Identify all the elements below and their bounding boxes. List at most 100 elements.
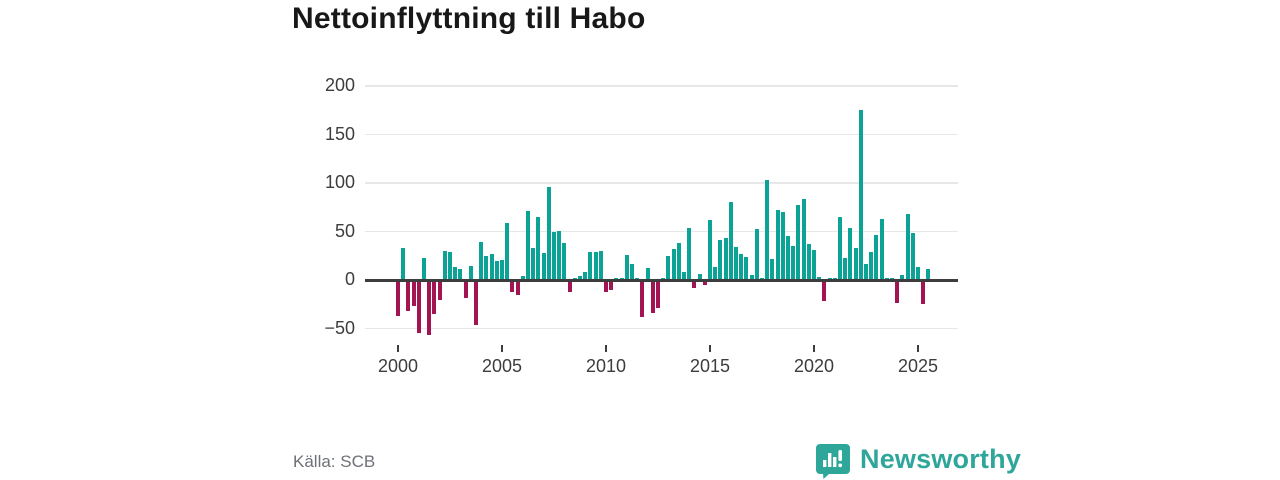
bar	[422, 257, 427, 280]
bar	[442, 250, 447, 280]
bar	[583, 272, 588, 280]
bar	[645, 268, 650, 280]
bar	[739, 253, 744, 280]
bar	[765, 180, 770, 280]
bar	[723, 238, 728, 280]
bar	[598, 250, 603, 280]
x-tick-label-2000: 2000	[377, 356, 419, 376]
bar	[630, 264, 635, 280]
bar	[916, 267, 921, 280]
bar	[562, 243, 567, 280]
gridline--50	[365, 327, 958, 330]
bar	[838, 216, 843, 280]
x-tick-label-2005: 2005	[481, 356, 523, 376]
bar	[468, 266, 473, 280]
bar	[552, 232, 557, 280]
bar	[905, 214, 910, 280]
bar	[853, 247, 858, 280]
bar	[806, 244, 811, 280]
bar	[713, 267, 718, 280]
x-tick-mark-2025	[917, 345, 919, 352]
bar	[718, 240, 723, 280]
y-tick-label-50: 50	[334, 220, 355, 241]
bar	[484, 255, 489, 280]
bar	[749, 275, 754, 280]
bar	[702, 281, 707, 285]
bar	[812, 249, 817, 280]
bar	[546, 186, 551, 280]
x-tick-mark-2020	[813, 345, 815, 352]
bar	[796, 205, 801, 280]
bar	[817, 277, 822, 280]
gridline-100	[365, 182, 958, 184]
y-tick-label--50: −50	[324, 317, 355, 338]
bar	[604, 281, 609, 292]
x-axis-zero-line	[365, 279, 958, 282]
gridline-50	[365, 230, 958, 233]
bar	[401, 247, 406, 280]
bar	[754, 228, 759, 280]
bar	[692, 281, 697, 288]
x-tick-label-2015: 2015	[689, 356, 731, 376]
bar	[864, 263, 869, 280]
bar	[463, 281, 468, 299]
bar	[427, 281, 432, 336]
bar	[593, 251, 598, 280]
bar	[671, 248, 676, 280]
newsworthy-logo-text: Newsworthy	[860, 443, 1022, 474]
x-tick-mark-2010	[605, 345, 607, 352]
bar	[474, 281, 479, 325]
x-tick-mark-2015	[709, 345, 711, 352]
bar	[536, 216, 541, 280]
bar	[494, 260, 499, 280]
bar	[640, 281, 645, 317]
bar	[791, 246, 796, 280]
bar	[448, 251, 453, 280]
bar	[666, 255, 671, 280]
bar	[578, 276, 583, 280]
bar	[801, 198, 806, 280]
bar	[510, 281, 515, 292]
y-tick-label-0: 0	[344, 269, 355, 289]
bar	[406, 281, 411, 312]
bar	[489, 253, 494, 280]
bar	[453, 267, 458, 280]
bar	[843, 257, 848, 280]
bar	[708, 219, 713, 280]
bar	[921, 281, 926, 305]
bar	[458, 269, 463, 280]
bar	[687, 227, 692, 280]
bar	[728, 202, 733, 280]
gridline-150	[365, 133, 958, 136]
bar	[786, 236, 791, 280]
x-tick-mark-2000	[397, 345, 399, 352]
bar	[910, 233, 915, 280]
bar	[588, 251, 593, 280]
bar	[624, 254, 629, 280]
y-tick-label-200: 200	[324, 75, 355, 95]
bar	[531, 247, 536, 280]
bar	[900, 275, 905, 280]
bar	[526, 211, 531, 280]
bar	[505, 222, 510, 280]
chart-title: Nettoinflyttning till Habo	[292, 2, 646, 35]
bar	[396, 281, 401, 316]
bar	[734, 247, 739, 280]
bar	[822, 281, 827, 302]
bar	[416, 281, 421, 334]
bar	[895, 281, 900, 304]
bar	[432, 281, 437, 314]
x-tick-label-2025: 2025	[897, 356, 939, 376]
bar	[879, 218, 884, 280]
bar	[656, 281, 661, 309]
x-tick-label-2020: 2020	[793, 356, 835, 376]
bar	[874, 235, 879, 280]
bar	[770, 258, 775, 280]
bar	[520, 276, 525, 280]
bar	[557, 230, 562, 280]
x-tick-mark-2005	[501, 345, 503, 352]
bar	[682, 272, 687, 280]
bar	[650, 281, 655, 313]
bar	[437, 281, 442, 301]
